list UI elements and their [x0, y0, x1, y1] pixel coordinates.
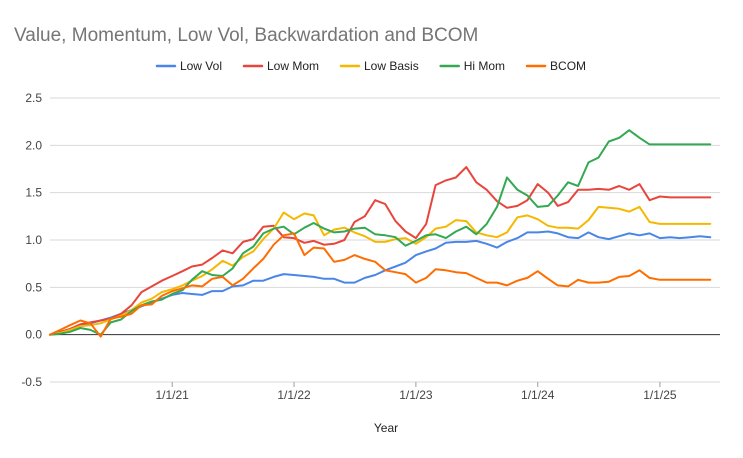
x-axis-ticks: 1/1/21 1/1/22 1/1/23 1/1/24 1/1/25 [155, 382, 677, 402]
legend-label-bcom: BCOM [550, 59, 586, 73]
y-tick-label: -0.5 [21, 375, 42, 389]
legend: Low Vol Low Mom Low Basis Hi Mom BCOM [155, 59, 586, 73]
legend-label-hi-mom: Hi Mom [464, 59, 505, 73]
chart-title: Value, Momentum, Low Vol, Backwardation … [14, 25, 478, 46]
series-line-bcom [49, 232, 712, 338]
x-axis-label: Year [374, 421, 398, 435]
y-tick-label: 2.0 [25, 138, 42, 152]
x-tick-label: 1/1/25 [643, 388, 677, 402]
y-tick-label: 0.5 [25, 280, 42, 294]
x-tick-label: 1/1/23 [399, 388, 433, 402]
x-tick-label: 1/1/24 [521, 388, 555, 402]
legend-label-low-vol: Low Vol [180, 59, 222, 73]
gridlines [50, 97, 720, 383]
series-line-hi-mom [49, 129, 712, 336]
x-tick-label: 1/1/21 [155, 388, 189, 402]
series-line-low-basis [49, 205, 712, 336]
y-tick-label: 0.0 [25, 328, 42, 342]
y-tick-label: 1.5 [25, 186, 42, 200]
y-tick-label: 2.5 [25, 91, 42, 105]
y-tick-label: 1.0 [25, 233, 42, 247]
legend-label-low-mom: Low Mom [267, 59, 319, 73]
series-lines [49, 129, 712, 338]
series-line-low-mom [49, 166, 712, 336]
y-axis-ticks: -0.5 0.0 0.5 1.0 1.5 2.0 2.5 [21, 91, 42, 389]
series-line-low-vol [49, 230, 712, 336]
legend-label-low-basis: Low Basis [364, 59, 419, 73]
x-tick-label: 1/1/22 [277, 388, 311, 402]
